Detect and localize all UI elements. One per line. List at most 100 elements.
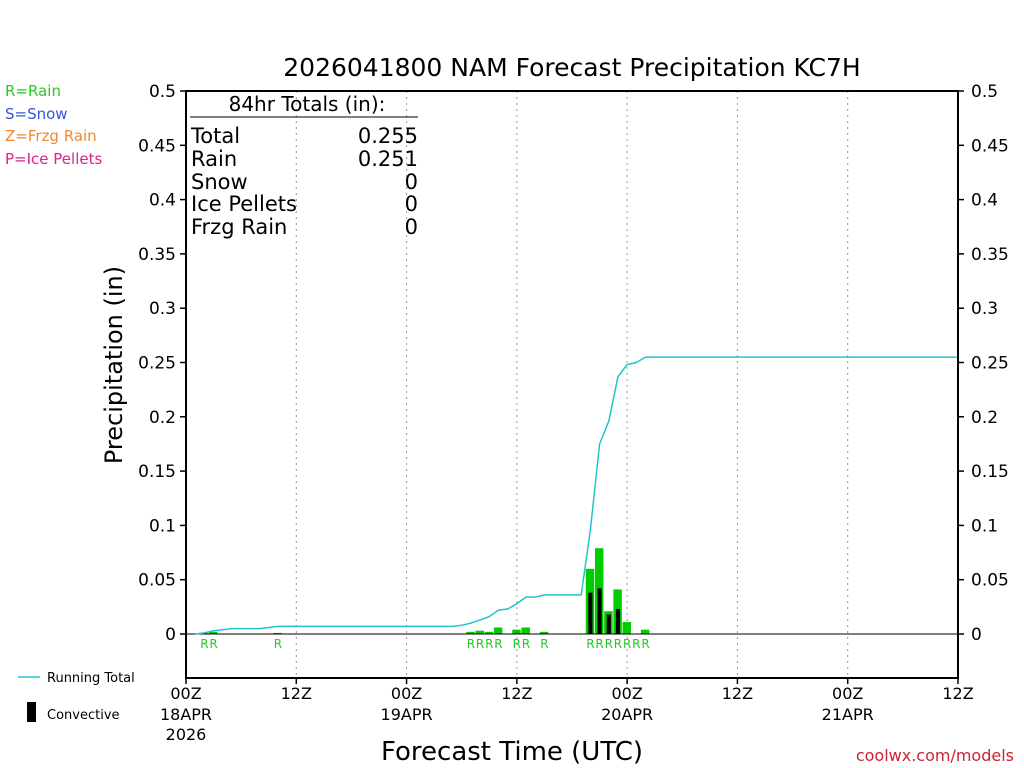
- y-tick-label-right-5: 0.25: [971, 354, 1009, 374]
- y-tick-label-right-1: 0.05: [971, 571, 1009, 591]
- y-tick-label-left-5: 0.25: [138, 354, 176, 374]
- precip-type-label-16: R: [641, 637, 649, 651]
- x-tick-label-6: 00Z: [832, 684, 863, 703]
- x-tick-label-2: 00Z: [391, 684, 422, 703]
- y-tick-label-right-3: 0.15: [971, 462, 1009, 482]
- x-tick-label-7: 12Z: [942, 684, 973, 703]
- precip-type-label-7: R: [513, 637, 521, 651]
- totals-snow-value: 0: [405, 170, 418, 194]
- y-tick-label-right-9: 0.45: [971, 136, 1009, 156]
- y-axis-label: Precipitation (in): [100, 266, 128, 464]
- precip-bar-2: [273, 632, 282, 634]
- y-tick-label-right-10: 0.5: [971, 82, 998, 102]
- convective-bar-1: [597, 588, 602, 634]
- convective-legend-label: Convective: [47, 708, 120, 723]
- y-axis-left: 0 0.05 0.1 0.15 0.2 0.25 0.3 0.35 0.4 0.45 0.5: [138, 82, 186, 645]
- totals-header: 84hr Totals (in):: [229, 92, 386, 116]
- y-tick-label-left-4: 0.2: [149, 408, 176, 428]
- precip-type-label-6: R: [494, 637, 502, 651]
- y-tick-label-left-1: 0.05: [138, 571, 176, 591]
- chart-title: 2026041800 NAM Forecast Precipitation KC…: [283, 53, 860, 82]
- precip-bar-6: [493, 627, 503, 634]
- x-tick-label-0: 00Z: [170, 684, 201, 703]
- totals-box: 84hr Totals (in): Total 0.255 Rain 0.251…: [190, 92, 418, 239]
- totals-total-label: Total: [190, 124, 240, 148]
- convective-swatch: [27, 702, 36, 722]
- totals-frzg-label: Frzg Rain: [191, 215, 287, 239]
- y-tick-label-left-7: 0.35: [138, 245, 176, 265]
- precip-bar-8: [521, 627, 530, 634]
- convective-bar-3: [615, 609, 621, 634]
- x-tick-label-5: 12Z: [722, 684, 753, 703]
- left-legend: R=Rain S=Snow Z=Frzg Rain P=Ice Pellets: [5, 82, 102, 168]
- totals-ice-value: 0: [405, 192, 418, 216]
- precip-type-label-4: R: [476, 637, 484, 651]
- precip-bar-3: [466, 631, 475, 634]
- totals-snow-label: Snow: [191, 170, 248, 194]
- x-tick-label-1: 12Z: [281, 684, 312, 703]
- y-tick-label-right-8: 0.4: [971, 191, 998, 211]
- precip-type-label-0: R: [200, 637, 208, 651]
- precip-bar-15: [640, 629, 650, 634]
- precip-bar-7: [512, 629, 521, 634]
- precip-type-label-3: R: [467, 637, 475, 651]
- legend-frzg-rain: Z=Frzg Rain: [5, 127, 97, 145]
- y-tick-label-right-0: 0: [971, 625, 982, 645]
- x-year-label-0: 2026: [166, 725, 207, 744]
- bottom-legend: Running Total Convective: [18, 671, 135, 723]
- x-tick-label-3: 12Z: [501, 684, 532, 703]
- vertical-gridlines: [295, 91, 849, 678]
- legend-snow: S=Snow: [5, 105, 68, 123]
- precip-type-label-9: R: [540, 637, 548, 651]
- y-tick-label-right-2: 0.1: [971, 516, 998, 536]
- precip-type-label-8: R: [522, 637, 530, 651]
- y-tick-label-left-0: 0: [165, 625, 176, 645]
- y-tick-label-left-9: 0.45: [138, 136, 176, 156]
- y-tick-label-right-4: 0.2: [971, 408, 998, 428]
- x-date-label-6: 21APR: [822, 705, 874, 724]
- legend-rain: R=Rain: [5, 82, 61, 100]
- credit-text: coolwx.com/models: [856, 746, 1014, 765]
- running-total-legend-label: Running Total: [47, 671, 135, 686]
- y-axis-right: 0 0.05 0.1 0.15 0.2 0.25 0.3 0.35 0.4 0.45 0.5: [958, 82, 1009, 645]
- totals-frzg-value: 0: [405, 215, 418, 239]
- precip-bar-5: [484, 631, 494, 634]
- x-date-label-4: 20APR: [601, 705, 653, 724]
- y-tick-label-left-8: 0.4: [149, 191, 176, 211]
- precip-type-label-11: R: [595, 637, 603, 651]
- x-date-label-0: 18APR: [160, 705, 212, 724]
- plot-frame: [185, 90, 959, 679]
- y-tick-label-right-7: 0.35: [971, 245, 1009, 265]
- precip-bar-4: [475, 630, 484, 634]
- precip-type-label-1: R: [209, 637, 217, 651]
- precip-type-label-5: R: [485, 637, 493, 651]
- x-axis-label: Forecast Time (UTC): [381, 737, 643, 767]
- precip-type-label-12: R: [605, 637, 613, 651]
- totals-rain-label: Rain: [191, 147, 237, 171]
- x-tick-label-4: 00Z: [611, 684, 642, 703]
- legend-ice-pellets: P=Ice Pellets: [5, 150, 102, 168]
- precip-type-label-14: R: [623, 637, 631, 651]
- totals-total-value: 0.255: [358, 124, 418, 148]
- precip-type-label-10: R: [586, 637, 594, 651]
- y-tick-label-left-6: 0.3: [149, 299, 176, 319]
- precip-bar-14: [622, 622, 632, 634]
- totals-rain-value: 0.251: [358, 147, 418, 171]
- running-total-line: [195, 356, 958, 635]
- precip-type-label-13: R: [614, 637, 622, 651]
- x-date-label-2: 19APR: [381, 705, 433, 724]
- precip-bar-9: [539, 631, 549, 634]
- y-tick-label-left-3: 0.15: [138, 462, 176, 482]
- totals-ice-label: Ice Pellets: [191, 192, 297, 216]
- convective-bar-0: [588, 592, 593, 634]
- precip-bar-1: [208, 631, 218, 634]
- precip-type-label-2: R: [274, 637, 282, 651]
- convective-bar-2: [606, 614, 611, 634]
- y-tick-label-right-6: 0.3: [971, 299, 998, 319]
- precip-type-label-15: R: [632, 637, 640, 651]
- y-tick-label-left-10: 0.5: [149, 82, 176, 102]
- convective-bars: [588, 588, 621, 634]
